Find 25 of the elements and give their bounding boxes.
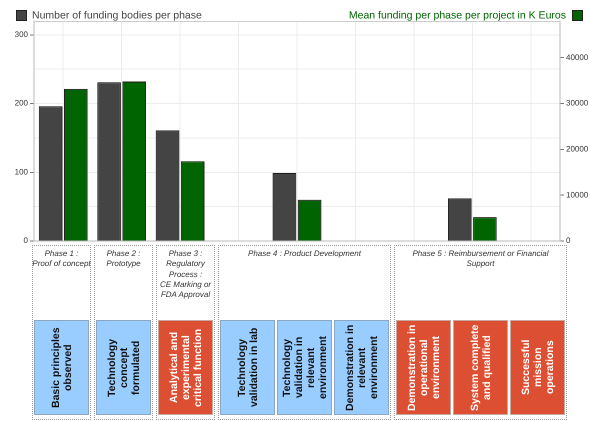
text: Phase 2 : Prototype — [106, 249, 141, 268]
text: Demonstration in relevant environment — [344, 324, 380, 411]
y2-tick-label: 10000 — [566, 190, 589, 200]
text: Demonstration in operational environment — [406, 324, 442, 411]
y2-tick-label: 20000 — [566, 144, 589, 154]
text: Mean funding per phase per project in K Euros — [348, 9, 566, 22]
text: Basic principles observed — [50, 327, 74, 408]
y2-tick-label: 30000 — [566, 98, 589, 108]
text: Technology validation in lab — [236, 328, 260, 408]
text: Analytical and experimental critical function — [168, 328, 204, 407]
text: Technology validation in relevant environment — [280, 336, 328, 400]
legend-label: Number of funding bodies per phase — [32, 9, 202, 22]
text: Technology concept formulated — [106, 338, 142, 397]
text: Phase 1 : Proof of concept — [32, 249, 91, 268]
text: Successful mission operations — [520, 340, 556, 396]
y-tick-label: 0 — [24, 236, 29, 246]
y-tick-label: 100 — [14, 167, 29, 176]
y-tick-label: 300 — [14, 30, 29, 39]
text: Phase 5 : Reimbursement or Financial Support — [412, 249, 549, 268]
y-tick-label: 200 — [14, 98, 29, 108]
text: Phase 4 : Product Development — [248, 249, 361, 258]
y2-tick-label: 0 — [566, 236, 571, 246]
text: Phase 3 : Regulatory Process : CE Marking or FDA Approval — [160, 249, 212, 300]
text: System complete and qualified — [468, 324, 492, 411]
y2-tick-label: 40000 — [566, 52, 589, 62]
